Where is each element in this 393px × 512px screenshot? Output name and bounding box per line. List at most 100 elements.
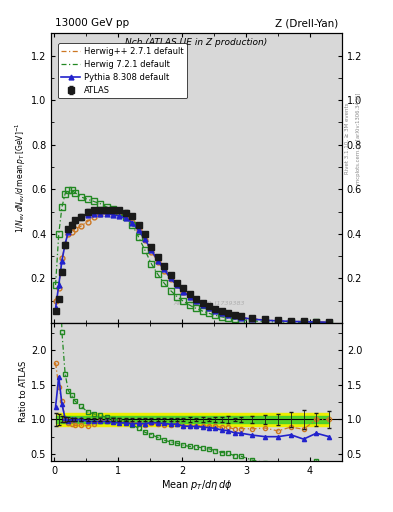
Herwig 7.2.1 default: [92, 199, 96, 205]
Pythia 8.308 default: [156, 258, 160, 264]
Pythia 8.308 default: [174, 283, 179, 289]
Herwig 7.2.1 default: [213, 312, 218, 318]
Herwig 7.2.1 default: [263, 318, 268, 325]
Text: mcplots.cern.ch [arXiv:1306.3436]: mcplots.cern.ch [arXiv:1306.3436]: [356, 93, 361, 184]
Herwig++ 2.7.1 default: [57, 285, 61, 291]
Text: Nch (ATLAS UE in Z production): Nch (ATLAS UE in Z production): [125, 37, 268, 47]
Herwig++ 2.7.1 default: [213, 307, 218, 313]
Herwig 7.2.1 default: [226, 315, 231, 321]
Herwig++ 2.7.1 default: [53, 297, 58, 304]
Herwig 7.2.1 default: [85, 196, 90, 202]
Herwig 7.2.1 default: [79, 194, 83, 200]
Herwig++ 2.7.1 default: [327, 319, 331, 325]
Herwig 7.2.1 default: [130, 222, 135, 228]
Pythia 8.308 default: [111, 212, 116, 218]
Herwig++ 2.7.1 default: [219, 310, 224, 316]
Pythia 8.308 default: [200, 302, 205, 308]
Pythia 8.308 default: [314, 319, 319, 325]
Herwig++ 2.7.1 default: [288, 318, 293, 324]
Herwig++ 2.7.1 default: [149, 248, 154, 254]
Herwig 7.2.1 default: [194, 305, 198, 311]
Herwig 7.2.1 default: [69, 187, 74, 194]
Pythia 8.308 default: [194, 298, 198, 304]
Text: 13000 GeV pp: 13000 GeV pp: [55, 18, 129, 28]
Pythia 8.308 default: [66, 228, 71, 234]
Pythia 8.308 default: [60, 258, 64, 264]
Herwig++ 2.7.1 default: [63, 242, 68, 248]
Herwig 7.2.1 default: [174, 293, 179, 300]
Herwig++ 2.7.1 default: [263, 317, 268, 323]
Herwig 7.2.1 default: [98, 201, 103, 207]
Herwig++ 2.7.1 default: [66, 231, 71, 237]
Legend: Herwig++ 2.7.1 default, Herwig 7.2.1 default, Pythia 8.308 default, ATLAS: Herwig++ 2.7.1 default, Herwig 7.2.1 def…: [58, 43, 187, 98]
Herwig++ 2.7.1 default: [162, 267, 167, 273]
Herwig++ 2.7.1 default: [207, 305, 211, 311]
Pythia 8.308 default: [288, 318, 293, 325]
Pythia 8.308 default: [69, 222, 74, 228]
Pythia 8.308 default: [162, 266, 167, 272]
Line: Pythia 8.308 default: Pythia 8.308 default: [53, 211, 332, 325]
Herwig 7.2.1 default: [181, 298, 186, 304]
Herwig++ 2.7.1 default: [92, 214, 96, 220]
Herwig++ 2.7.1 default: [130, 219, 135, 225]
Herwig 7.2.1 default: [288, 319, 293, 325]
Herwig 7.2.1 default: [72, 189, 77, 196]
Herwig++ 2.7.1 default: [111, 209, 116, 216]
Herwig 7.2.1 default: [250, 318, 255, 324]
Herwig 7.2.1 default: [232, 316, 237, 322]
Herwig++ 2.7.1 default: [301, 318, 306, 325]
Pythia 8.308 default: [301, 318, 306, 325]
Pythia 8.308 default: [275, 318, 280, 324]
X-axis label: Mean $p_T/d\eta\,d\phi$: Mean $p_T/d\eta\,d\phi$: [161, 478, 232, 493]
Pythia 8.308 default: [92, 210, 96, 217]
Herwig 7.2.1 default: [239, 317, 243, 323]
Herwig 7.2.1 default: [187, 302, 192, 308]
Y-axis label: Ratio to ATLAS: Ratio to ATLAS: [19, 361, 28, 422]
Herwig++ 2.7.1 default: [136, 227, 141, 233]
Herwig 7.2.1 default: [57, 231, 61, 237]
Herwig++ 2.7.1 default: [181, 289, 186, 295]
Pythia 8.308 default: [149, 247, 154, 253]
Pythia 8.308 default: [130, 220, 135, 226]
Herwig++ 2.7.1 default: [85, 219, 90, 225]
Herwig 7.2.1 default: [200, 308, 205, 314]
Herwig++ 2.7.1 default: [60, 255, 64, 261]
Herwig 7.2.1 default: [104, 204, 109, 210]
Pythia 8.308 default: [63, 241, 68, 247]
Pythia 8.308 default: [143, 236, 147, 242]
Pythia 8.308 default: [123, 215, 128, 221]
Pythia 8.308 default: [239, 314, 243, 321]
Herwig 7.2.1 default: [143, 247, 147, 253]
Herwig 7.2.1 default: [156, 271, 160, 278]
Herwig 7.2.1 default: [168, 288, 173, 294]
Pythia 8.308 default: [207, 305, 211, 311]
Pythia 8.308 default: [232, 313, 237, 319]
Pythia 8.308 default: [187, 294, 192, 300]
Herwig 7.2.1 default: [63, 190, 68, 197]
Herwig++ 2.7.1 default: [123, 213, 128, 219]
Pythia 8.308 default: [327, 319, 331, 325]
Herwig 7.2.1 default: [53, 282, 58, 288]
Pythia 8.308 default: [57, 282, 61, 288]
Y-axis label: $1/N_\mathrm{ev}\,dN_\mathrm{ev}/d\,\mathrm{mean}\,p_T\,[\mathrm{GeV}]^{-1}$: $1/N_\mathrm{ev}\,dN_\mathrm{ev}/d\,\mat…: [14, 123, 28, 233]
Herwig 7.2.1 default: [327, 319, 331, 326]
Herwig 7.2.1 default: [123, 214, 128, 220]
Text: ATLAS_2019_I1739383: ATLAS_2019_I1739383: [173, 300, 245, 306]
Herwig 7.2.1 default: [207, 310, 211, 316]
Pythia 8.308 default: [168, 275, 173, 282]
Pythia 8.308 default: [72, 217, 77, 223]
Line: Herwig 7.2.1 default: Herwig 7.2.1 default: [55, 190, 329, 323]
Herwig++ 2.7.1 default: [226, 311, 231, 317]
Herwig++ 2.7.1 default: [275, 317, 280, 324]
Herwig 7.2.1 default: [275, 319, 280, 325]
Text: Z (Drell-Yan): Z (Drell-Yan): [275, 18, 338, 28]
Pythia 8.308 default: [213, 308, 218, 314]
Pythia 8.308 default: [181, 289, 186, 295]
Herwig++ 2.7.1 default: [250, 315, 255, 322]
Herwig++ 2.7.1 default: [156, 259, 160, 265]
Pythia 8.308 default: [226, 312, 231, 318]
Pythia 8.308 default: [117, 213, 122, 219]
Herwig 7.2.1 default: [301, 319, 306, 326]
Pythia 8.308 default: [85, 212, 90, 218]
Pythia 8.308 default: [250, 316, 255, 322]
